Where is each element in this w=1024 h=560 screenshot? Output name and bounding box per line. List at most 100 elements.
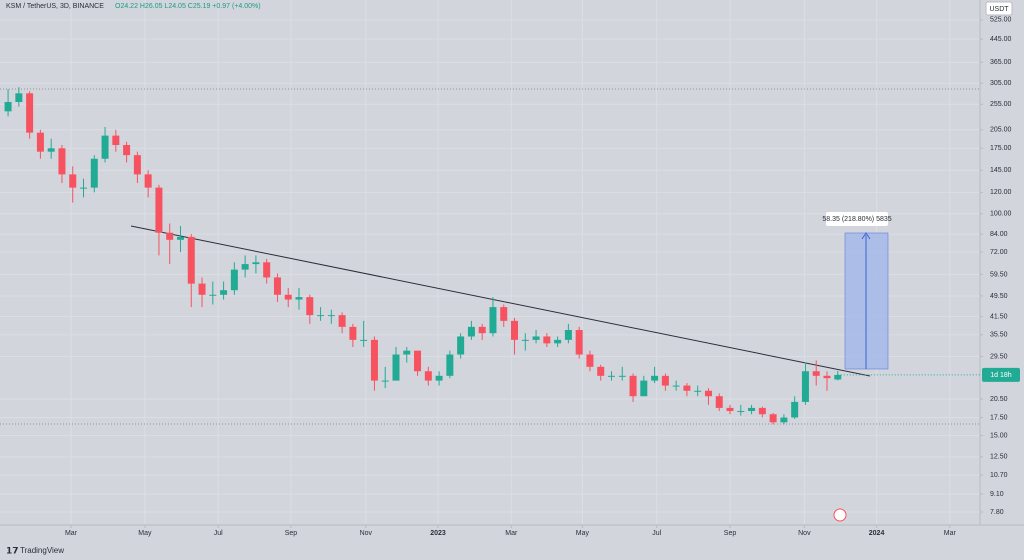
candle-body <box>392 354 400 381</box>
x-tick-label: 2024 <box>869 530 885 537</box>
measure-label-box <box>826 212 888 226</box>
candle-body <box>446 354 454 376</box>
candle-body <box>349 326 357 340</box>
candle-body <box>737 411 745 413</box>
x-tick-label: Sep <box>285 530 298 537</box>
candle-body <box>317 315 325 317</box>
y-tick-label: 145.00 <box>990 167 1012 174</box>
candles <box>4 87 842 425</box>
candle-body <box>166 232 174 240</box>
x-tick-label: Nov <box>798 530 811 537</box>
candle-body <box>521 339 529 341</box>
candle-body <box>597 366 605 376</box>
candle-body <box>532 336 540 340</box>
candle-body <box>230 269 238 291</box>
y-tick-label: 49.50 <box>990 293 1008 300</box>
x-tick-label: Jul <box>652 530 661 537</box>
candle-body <box>683 385 691 391</box>
y-tick-label: 100.00 <box>990 211 1012 218</box>
candle-body <box>834 374 842 380</box>
candle-body <box>101 135 109 159</box>
x-tick-label: May <box>138 530 152 537</box>
y-tick-label: 15.00 <box>990 432 1008 439</box>
x-tick-label: Mar <box>944 530 957 537</box>
candle-body <box>370 339 378 381</box>
candle-body <box>478 326 486 334</box>
candle-body <box>306 297 314 316</box>
candle-body <box>241 264 249 270</box>
candle-body <box>801 371 809 402</box>
candle-body <box>823 375 831 379</box>
candle-body <box>123 144 131 156</box>
candle-body <box>112 135 120 145</box>
y-tick-label: 255.00 <box>990 101 1012 108</box>
grid <box>0 0 980 525</box>
y-tick-label: 205.00 <box>990 127 1012 134</box>
y-tick-label: 84.00 <box>990 231 1008 238</box>
candle-body <box>467 326 475 337</box>
trend-line <box>130 225 871 377</box>
candle-body <box>651 375 659 381</box>
candle-body <box>726 407 734 412</box>
x-tick-label: Mar <box>505 530 518 537</box>
candle-body <box>780 417 788 423</box>
countdown-label: 1d 18h <box>990 372 1012 379</box>
x-tick-label: Mar <box>65 530 78 537</box>
candle-body <box>758 407 766 415</box>
candle-body <box>489 307 497 334</box>
candle-body <box>748 407 756 412</box>
y-tick-label: 35.50 <box>990 332 1008 339</box>
candle-body <box>715 396 723 408</box>
y-tick-label: 445.00 <box>990 36 1012 43</box>
candle-body <box>607 375 615 377</box>
candle-body <box>144 174 152 188</box>
currency-label: USDT <box>989 6 1009 13</box>
candle-body <box>273 277 281 295</box>
candle-body <box>381 380 389 382</box>
y-tick-label: 12.50 <box>990 454 1008 461</box>
candle-body <box>187 236 195 284</box>
candle-body <box>694 390 702 392</box>
candle-body <box>543 336 551 344</box>
candle-body <box>80 187 88 189</box>
candle-body <box>403 350 411 355</box>
chart-title: KSM / TetherUS, 3D, BINANCE <box>6 3 104 10</box>
candle-body <box>457 336 465 355</box>
candle-body <box>155 187 163 233</box>
candle-body <box>252 262 260 265</box>
measure-label: 58.35 (218.80%) 5835 <box>822 216 891 223</box>
ohlc-label: O24.22 H26.05 L24.05 C25.19 +0.97 (+4.00… <box>115 3 261 10</box>
candle-body <box>640 380 648 397</box>
candle-body <box>90 158 98 188</box>
y-tick-label: 72.00 <box>990 249 1008 256</box>
y-tick-label: 525.00 <box>990 17 1012 24</box>
candle-body <box>618 375 626 377</box>
candle-body <box>263 262 271 278</box>
candle-body <box>198 283 206 295</box>
candle-body <box>672 385 680 387</box>
candle-body <box>209 294 217 296</box>
y-tick-label: 120.00 <box>990 189 1012 196</box>
candle-body <box>575 329 583 355</box>
event-icon <box>833 508 847 522</box>
last-price-box <box>982 367 1020 382</box>
y-tick-label: 17.50 <box>990 414 1008 421</box>
candle-body <box>220 290 228 295</box>
y-tick-label: 9.10 <box>990 491 1004 498</box>
y-tick-label: 41.50 <box>990 313 1008 320</box>
currency-box <box>985 1 1013 16</box>
candle-body <box>414 350 422 372</box>
candle-body <box>424 371 432 381</box>
x-tick-label: Jul <box>214 530 223 537</box>
measure-arrow-head <box>861 232 871 240</box>
y-tick-label: 365.00 <box>990 59 1012 66</box>
y-tick-label: 305.00 <box>990 80 1012 87</box>
candle-body <box>554 339 562 344</box>
candle-body <box>586 354 594 367</box>
candle-body <box>511 320 519 340</box>
y-tick-label: 10.70 <box>990 472 1008 479</box>
x-tick-label: May <box>576 530 590 537</box>
y-tick-label: 20.50 <box>990 396 1008 403</box>
y-tick-label: 7.80 <box>990 509 1004 516</box>
x-tick-label: Nov <box>360 530 373 537</box>
